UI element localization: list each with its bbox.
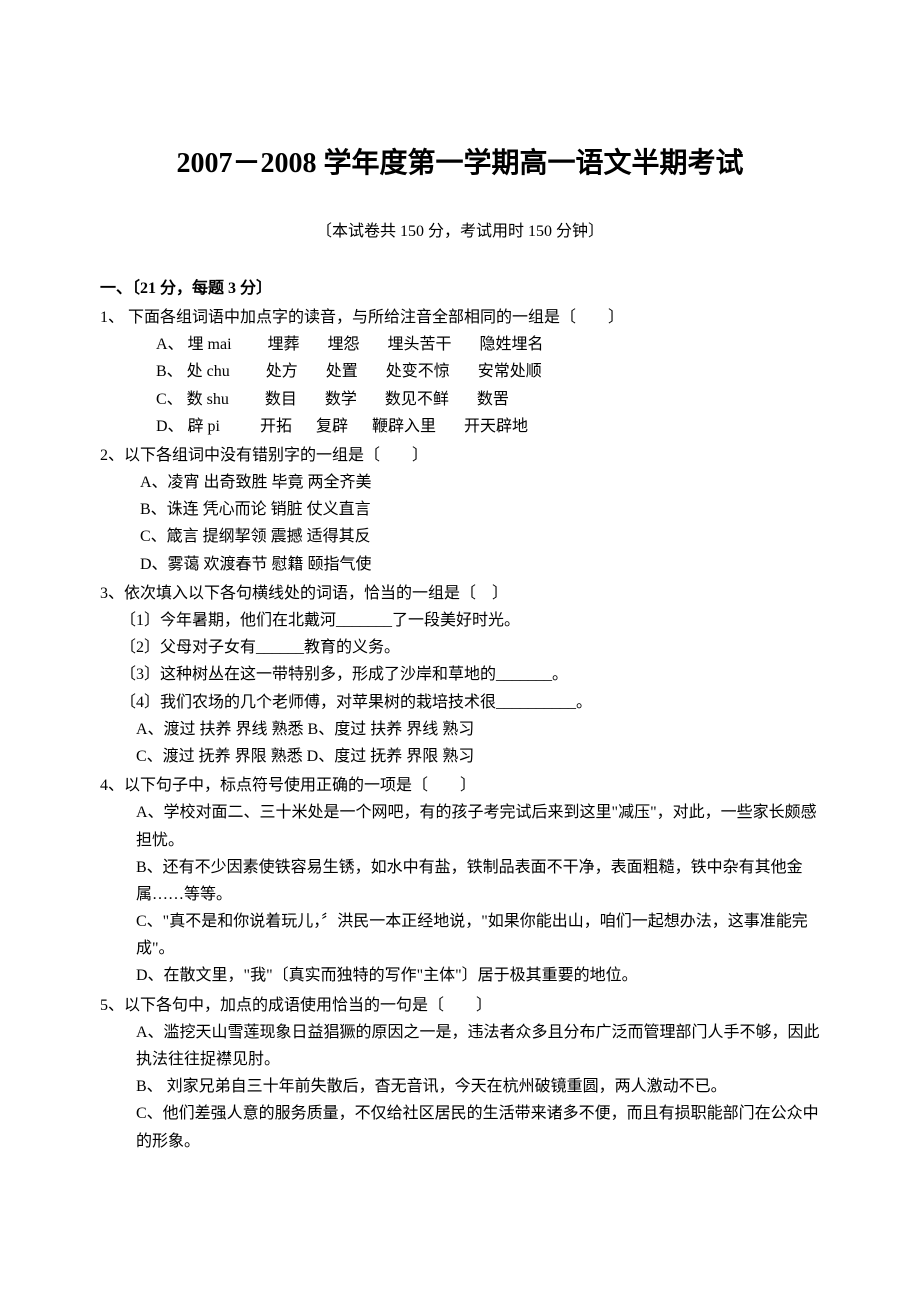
- question-2-option-a: A、凌宵 出奇致胜 毕竟 两全齐美: [140, 469, 820, 496]
- question-1: 1、 下面各组词语中加点字的读音，与所给注音全部相同的一组是〔 〕 A、 埋 m…: [100, 304, 820, 440]
- question-5-option-c: C、他们差强人意的服务质量，不仅给社区居民的生活带来诸多不便，而且有损职能部门在…: [136, 1100, 820, 1154]
- question-3-options-row-1: A、渡过 扶养 界线 熟悉 B、度过 扶养 界线 熟习: [136, 716, 820, 743]
- exam-subtitle: 〔本试卷共 150 分，考试用时 150 分钟〕: [100, 218, 820, 245]
- question-1-option-d: D、 辟 pi 开拓 复辟 鞭辟入里 开天辟地: [156, 413, 820, 440]
- question-1-stem: 1、 下面各组词语中加点字的读音，与所给注音全部相同的一组是〔 〕: [100, 304, 820, 331]
- question-2-stem: 2、以下各组词中没有错别字的一组是〔 〕: [100, 442, 820, 469]
- question-2: 2、以下各组词中没有错别字的一组是〔 〕 A、凌宵 出奇致胜 毕竟 两全齐美 B…: [100, 442, 820, 578]
- question-3-sub-1: 〔1〕今年暑期，他们在北戴河_______了一段美好时光。: [120, 607, 820, 634]
- question-1-option-a: A、 埋 mai 埋葬 埋怨 埋头苦干 隐姓埋名: [156, 331, 820, 358]
- question-1-option-b: B、 处 chu 处方 处置 处变不惊 安常处顺: [156, 358, 820, 385]
- question-3-options-row-2: C、渡过 抚养 界限 熟悉 D、度过 抚养 界限 熟习: [136, 743, 820, 770]
- question-5-stem: 5、以下各句中，加点的成语使用恰当的一句是〔 〕: [100, 992, 820, 1019]
- question-5-option-a: A、滥挖天山雪莲现象日益猖獗的原因之一是，违法者众多且分布广泛而管理部门人手不够…: [136, 1019, 820, 1073]
- question-4-option-c: C、"真不是和你说着玩儿，〞洪民一本正经地说，"如果你能出山，咱们一起想办法，这…: [136, 908, 820, 962]
- question-2-option-d: D、雾蔼 欢渡春节 慰籍 颐指气使: [140, 551, 820, 578]
- question-5-option-b: B、 刘家兄弟自三十年前失散后，杳无音讯，今天在杭州破镜重圆，两人激动不已。: [136, 1073, 820, 1100]
- question-3: 3、依次填入以下各句横线处的词语，恰当的一组是〔 〕 〔1〕今年暑期，他们在北戴…: [100, 580, 820, 770]
- question-2-option-c: C、箴言 提纲挈领 震撼 适得其反: [140, 523, 820, 550]
- question-3-sub-3: 〔3〕这种树丛在这一带特别多，形成了沙岸和草地的_______。: [120, 661, 820, 688]
- question-3-sub-4: 〔4〕我们农场的几个老师傅，对苹果树的栽培技术很__________。: [120, 689, 820, 716]
- question-3-stem: 3、依次填入以下各句横线处的词语，恰当的一组是〔 〕: [100, 580, 820, 607]
- question-4-stem: 4、以下句子中，标点符号使用正确的一项是〔 〕: [100, 772, 820, 799]
- question-3-sub-2: 〔2〕父母对子女有______教育的义务。: [120, 634, 820, 661]
- question-5: 5、以下各句中，加点的成语使用恰当的一句是〔 〕 A、滥挖天山雪莲现象日益猖獗的…: [100, 992, 820, 1155]
- question-2-option-b: B、诛连 凭心而论 销脏 仗义直言: [140, 496, 820, 523]
- question-4-option-a: A、学校对面二、三十米处是一个网吧，有的孩子考完试后来到这里"减压"，对此，一些…: [136, 799, 820, 853]
- section-1-header: 一、〔21 分，每题 3 分〕: [100, 275, 820, 302]
- exam-title: 2007－2008 学年度第一学期高一语文半期考试: [100, 140, 820, 188]
- question-4-option-b: B、还有不少因素使铁容易生锈，如水中有盐，铁制品表面不干净，表面粗糙，铁中杂有其…: [136, 854, 820, 908]
- question-1-option-c: C、 数 shu 数目 数学 数见不鲜 数罟: [156, 386, 820, 413]
- question-4-option-d: D、在散文里，"我"〔真实而独特的写作"主体"〕居于极其重要的地位。: [136, 962, 820, 989]
- question-4: 4、以下句子中，标点符号使用正确的一项是〔 〕 A、学校对面二、三十米处是一个网…: [100, 772, 820, 990]
